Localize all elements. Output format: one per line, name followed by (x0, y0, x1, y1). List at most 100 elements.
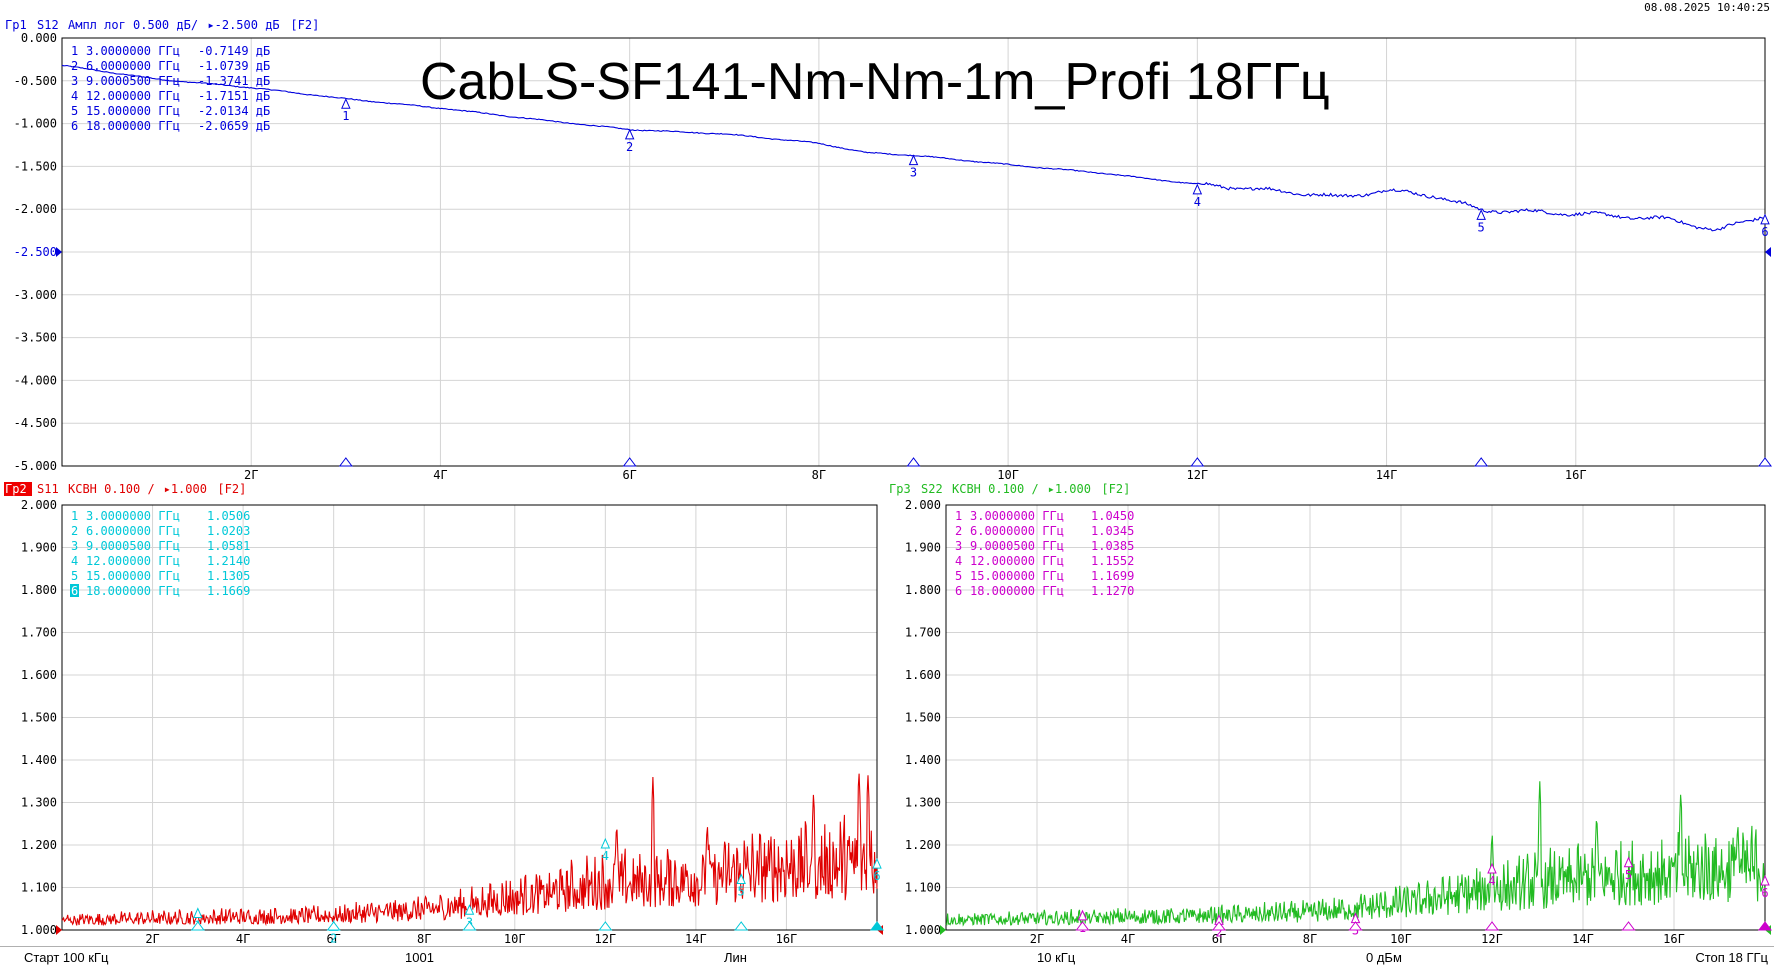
marker-frequency: 9.0000500 ГГц (86, 74, 180, 88)
marker-table-row: 6 18.000000 ГГц -2.0659 дБ (71, 119, 270, 133)
marker-number: 5 (1478, 220, 1485, 234)
marker-table-row: 5 15.000000 ГГц -2.0134 дБ (71, 104, 270, 118)
x-tick-label: 2Г (145, 932, 159, 946)
status-bar: Старт 100 кГц 1001 Лин 10 кГц 0 дБм Стоп… (0, 946, 1774, 968)
x-tick-label: 16Г (1663, 932, 1685, 946)
y-tick-label: 1.500 (905, 711, 941, 725)
x-tick-label: 14Г (1572, 932, 1594, 946)
x-tick-label: 12Г (1186, 468, 1208, 482)
marker-1: 1 (338, 97, 353, 467)
marker-stimulus-triangle (1212, 921, 1226, 931)
marker-index: 5 (71, 569, 78, 583)
marker-triangle (1487, 862, 1497, 874)
y-tick-label: 1.200 (21, 838, 57, 852)
marker-frequency: 9.0000500 ГГц (86, 539, 180, 553)
marker-value: -1.0739 дБ (198, 59, 270, 73)
marker-index: 6 (955, 584, 962, 598)
x-tick-label: 16Г (776, 932, 798, 946)
marker-value: 1.0506 (207, 509, 250, 523)
marker-index: 3 (955, 539, 962, 553)
chart-s12-insertion-loss[interactable]: Гр1 S12 Ампл лог 0.500 дБ/ ▸-2.500 дБ [F2] 0.… (5, 18, 1772, 482)
marker-triangle (624, 128, 635, 140)
marker-table-row: 1 3.0000000 ГГц 1.0506 (71, 509, 250, 523)
marker-stimulus-triangle (906, 457, 921, 467)
marker-stimulus-triangle (1474, 457, 1489, 467)
x-tick-label: 14Г (685, 932, 707, 946)
marker-triangle (600, 837, 611, 849)
x-tick-label: 10Г (504, 932, 526, 946)
marker-triangle (736, 873, 746, 885)
marker-number: 4 (1488, 874, 1495, 888)
marker-frequency: 18.000000 ГГц (86, 119, 180, 133)
marker-value: 1.0385 (1091, 539, 1134, 553)
marker-index: 1 (71, 44, 78, 58)
marker-frequency: 18.000000 ГГц (970, 584, 1064, 598)
marker-table: 1 3.0000000 ГГц 1.0506 2 6.0000000 ГГц 1.0203… (70, 509, 250, 598)
x-tick-label: 4Г (1121, 932, 1135, 946)
trace-reference: ▸1.000 (1048, 482, 1091, 496)
marker-value: 1.1699 (1091, 569, 1134, 583)
marker-number: 2 (1215, 925, 1222, 939)
marker-table: 1 3.0000000 ГГц 1.0450 2 6.0000000 ГГц 1.0345… (955, 509, 1134, 598)
y-tick-label: 2.000 (905, 498, 941, 512)
marker-6: 6 (870, 857, 884, 931)
marker-frequency: 12.000000 ГГц (86, 89, 180, 103)
marker-index: 6 (71, 119, 78, 133)
marker-5: 5 (1621, 856, 1636, 931)
reference-arrow-right (1765, 247, 1771, 257)
marker-frequency: 3.0000000 ГГц (970, 509, 1064, 523)
y-tick-label: -0.500 (14, 74, 57, 88)
sweep-points[interactable]: 1001 (405, 950, 434, 965)
source-power[interactable]: 0 дБм (1366, 950, 1402, 965)
data-trace (61, 773, 878, 927)
marker-index: 3 (71, 74, 78, 88)
marker-stimulus-triangle (338, 457, 353, 467)
y-tick-label: -1.500 (14, 159, 57, 173)
marker-triangle (908, 154, 919, 166)
y-tick-label: 1.900 (21, 541, 57, 555)
active-trace-badge (4, 482, 32, 496)
marker-index: 5 (955, 569, 962, 583)
if-bandwidth[interactable]: 10 кГц (1037, 950, 1076, 965)
overlay-title: CabLS-SF141-Nm-Nm-1m_Profi 18ГГц (420, 53, 1330, 111)
marker-index: 6 (71, 584, 78, 598)
marker-number: 3 (910, 166, 917, 180)
marker-value: 1.1669 (207, 584, 250, 598)
grid (62, 504, 877, 931)
marker-stimulus-triangle (622, 457, 637, 467)
x-tick-label: 6Г (326, 932, 340, 946)
marker-2: 2 (1212, 914, 1226, 939)
marker-frequency: 9.0000500 ГГц (970, 539, 1064, 553)
marker-number: 4 (602, 849, 609, 863)
marker-table: 1 3.0000000 ГГц -0.7149 дБ 2 6.0000000 ГГц -1… (71, 44, 270, 133)
trace-name: Гр1 (5, 18, 27, 32)
marker-frequency: 3.0000000 ГГц (86, 509, 180, 523)
marker-stimulus-triangle (734, 921, 749, 931)
marker-number: 5 (1625, 868, 1632, 882)
y-tick-label: -4.000 (14, 373, 57, 387)
sweep-type[interactable]: Лин (724, 950, 747, 965)
marker-stimulus-triangle (1348, 921, 1363, 931)
chart-s11-vswr[interactable]: Гр2 S11 КСВН 0.100 / ▸1.000 [F2] 2.000 1.900 1.… (4, 482, 884, 946)
marker-triangle (1476, 209, 1486, 220)
marker-number: 6 (873, 869, 880, 883)
y-tick-label: 1.400 (905, 753, 941, 767)
x-tick-label: 10Г (1390, 932, 1412, 946)
marker-triangle (1760, 213, 1770, 225)
grid (946, 504, 1765, 931)
x-tick-label: 2Г (244, 468, 258, 482)
marker-table-row: 2 6.0000000 ГГц 1.0203 (71, 524, 250, 538)
marker-2: 2 (326, 920, 341, 945)
reference-arrow-left (940, 925, 946, 935)
sweep-stop[interactable]: Стоп 18 ГГц (1695, 950, 1768, 965)
marker-stimulus-triangle (1621, 921, 1636, 931)
y-tick-label: 1.000 (21, 923, 57, 937)
x-tick-label: 8Г (417, 932, 431, 946)
y-tick-label: 1.700 (905, 626, 941, 640)
marker-table-row: 2 6.0000000 ГГц 1.0345 (955, 524, 1134, 538)
marker-triangle (1077, 909, 1088, 921)
sweep-start[interactable]: Старт 100 кГц (24, 950, 109, 965)
chart-s22-vswr[interactable]: Гр3 S22 КСВН 0.100 / ▸1.000 [F2] 2.000 1.900 1.… (889, 482, 1772, 946)
marker-value: -1.7151 дБ (198, 89, 270, 103)
y-tick-label: 1.300 (905, 796, 941, 810)
